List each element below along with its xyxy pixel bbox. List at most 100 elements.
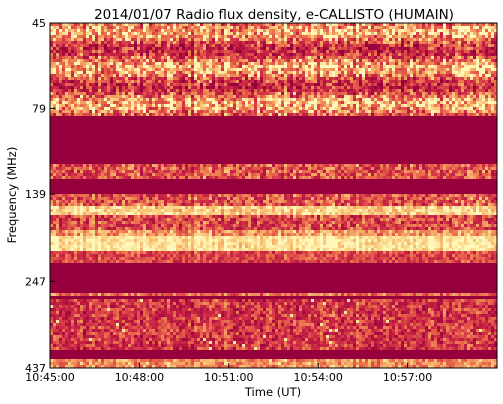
spectrogram-cell: [488, 110, 491, 113]
spectrogram-cell: [422, 38, 425, 41]
spectrogram-cell: [104, 26, 107, 29]
spectrogram-cell: [446, 59, 449, 62]
spectrogram-cell: [452, 110, 455, 113]
spectrogram-cell: [269, 110, 272, 113]
spectrogram-cell: [317, 104, 320, 107]
spectrogram-cell: [302, 98, 305, 101]
spectrogram-cell: [50, 167, 53, 170]
spectrogram-cell: [215, 29, 218, 32]
spectrogram-cell: [443, 35, 446, 38]
spectrogram-cell: [161, 41, 164, 44]
spectrogram-cell: [227, 101, 230, 104]
spectrogram-cell: [77, 89, 80, 92]
spectrogram-cell: [362, 164, 365, 167]
spectrogram-cell: [431, 38, 434, 41]
spectrogram-cell: [341, 44, 344, 47]
spectrogram-cell: [170, 53, 173, 56]
spectrogram-cell: [191, 41, 194, 44]
spectrogram-cell: [107, 68, 110, 71]
spectrogram-cell: [119, 107, 122, 110]
spectrogram-cell: [470, 68, 473, 71]
spectrogram-cell: [326, 167, 329, 170]
spectrogram-cell: [239, 59, 242, 62]
spectrogram-cell: [161, 38, 164, 41]
spectrogram-cell: [155, 74, 158, 77]
spectrogram-cell: [383, 107, 386, 110]
spectrogram-cell: [395, 164, 398, 167]
spectrogram-cell: [347, 71, 350, 74]
spectrogram-cell: [281, 77, 284, 80]
spectrogram-cell: [233, 50, 236, 53]
spectrogram-cell: [125, 83, 128, 86]
spectrogram-cell: [59, 113, 62, 116]
spectrogram-cell: [77, 53, 80, 56]
spectrogram-cell: [476, 113, 479, 116]
spectrogram-cell: [446, 95, 449, 98]
spectrogram-cell: [416, 83, 419, 86]
spectrogram-cell: [383, 41, 386, 44]
spectrogram-cell: [278, 23, 281, 26]
spectrogram-cell: [260, 74, 263, 77]
spectrogram-cell: [173, 170, 176, 173]
spectrogram-cell: [122, 89, 125, 92]
spectrogram-cell: [212, 47, 215, 50]
spectrogram-cell: [401, 32, 404, 35]
spectrogram-cell: [248, 107, 251, 110]
spectrogram-cell: [68, 170, 71, 173]
spectrogram-cell: [116, 56, 119, 59]
spectrogram-cell: [293, 113, 296, 116]
spectrogram-cell: [56, 62, 59, 65]
spectrogram-cell: [65, 32, 68, 35]
spectrogram-cell: [380, 23, 383, 26]
spectrogram-cell: [89, 98, 92, 101]
spectrogram-cell: [482, 107, 485, 110]
spectrogram-cell: [131, 104, 134, 107]
spectrogram-cell: [152, 170, 155, 173]
spectrogram-cell: [416, 71, 419, 74]
spectrogram-cell: [383, 104, 386, 107]
spectrogram-cell: [347, 89, 350, 92]
spectrogram-cell: [308, 26, 311, 29]
spectrogram-cell: [410, 23, 413, 26]
spectrogram-cell: [155, 68, 158, 71]
spectrogram-cell: [50, 23, 53, 26]
spectrogram-cell: [80, 74, 83, 77]
spectrogram-cell: [170, 71, 173, 74]
spectrogram-cell: [308, 44, 311, 47]
spectrogram-cell: [74, 71, 77, 74]
spectrogram-cell: [401, 80, 404, 83]
spectrogram-cell: [449, 47, 452, 50]
spectrogram-cell: [185, 59, 188, 62]
spectrogram-cell: [152, 47, 155, 50]
spectrogram-cell: [317, 29, 320, 32]
spectrogram-cell: [149, 23, 152, 26]
spectrogram-cell: [218, 68, 221, 71]
spectrogram-cell: [455, 35, 458, 38]
spectrogram-cell: [50, 164, 53, 167]
spectrogram-cell: [323, 23, 326, 26]
spectrogram-cell: [161, 35, 164, 38]
spectrogram-cell: [56, 74, 59, 77]
spectrogram-cell: [488, 50, 491, 53]
spectrogram-cell: [464, 68, 467, 71]
spectrogram-cell: [194, 38, 197, 41]
spectrogram-cell: [359, 98, 362, 101]
spectrogram-cell: [92, 167, 95, 170]
spectrogram-cell: [206, 86, 209, 89]
spectrogram-cell: [266, 98, 269, 101]
spectrogram-cell: [488, 38, 491, 41]
spectrogram-cell: [221, 77, 224, 80]
spectrogram-cell: [410, 101, 413, 104]
spectrogram-cell: [371, 68, 374, 71]
spectrogram-cell: [437, 83, 440, 86]
spectrogram-cell: [152, 164, 155, 167]
spectrogram-cell: [266, 101, 269, 104]
spectrogram-cell: [329, 110, 332, 113]
spectrogram-cell: [434, 59, 437, 62]
spectrogram-cell: [419, 53, 422, 56]
spectrogram-cell: [386, 104, 389, 107]
spectrogram-cell: [398, 110, 401, 113]
spectrogram-cell: [296, 56, 299, 59]
spectrogram-cell: [107, 62, 110, 65]
spectrogram-cell: [248, 56, 251, 59]
